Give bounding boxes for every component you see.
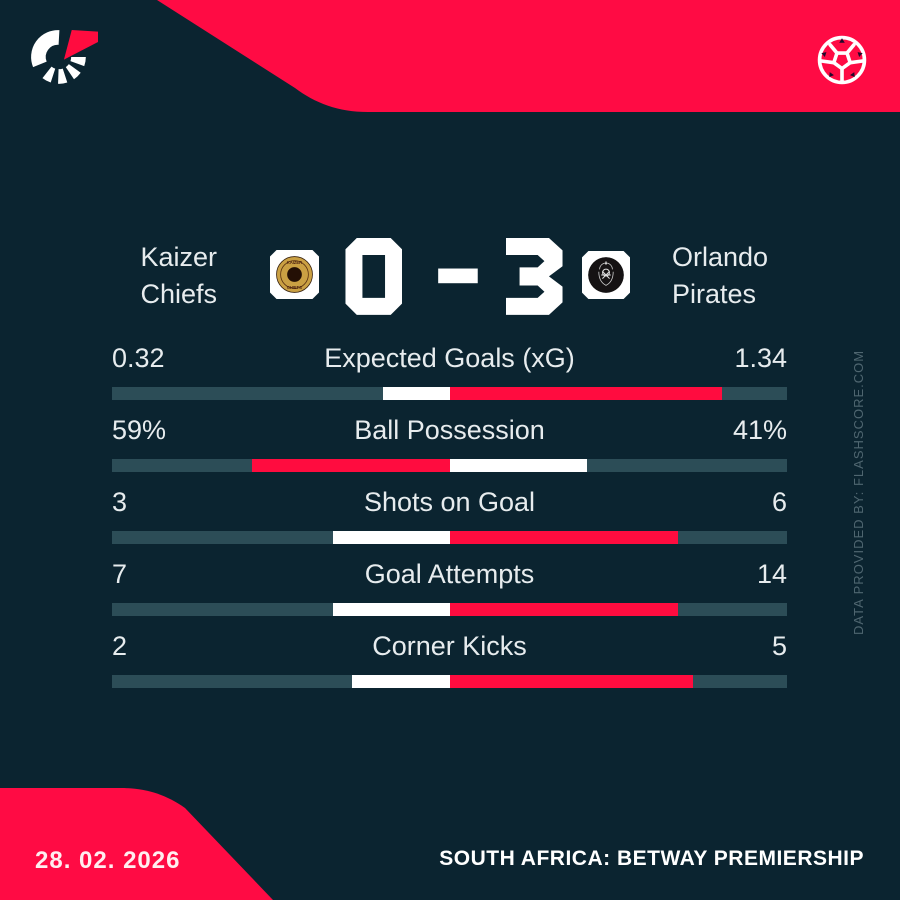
svg-text:KAIZER: KAIZER: [287, 260, 302, 265]
svg-text:CHIEFS: CHIEFS: [287, 285, 302, 290]
